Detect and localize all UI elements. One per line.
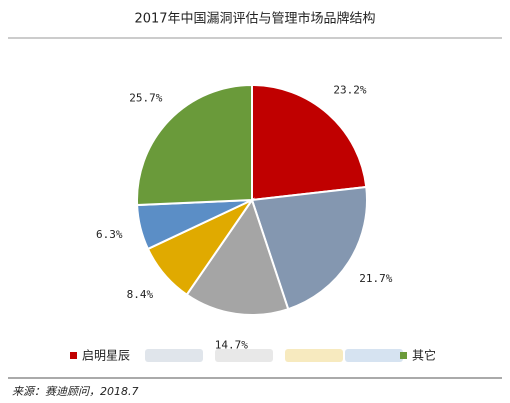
chart-title: 2017年中国漏洞评估与管理市场品牌结构 xyxy=(134,11,375,27)
data-label: 8.4% xyxy=(127,288,154,301)
legend-blurred xyxy=(215,349,273,362)
pie-slice xyxy=(250,185,368,311)
data-label: 23.2% xyxy=(333,83,366,96)
data-label: 21.7% xyxy=(359,272,392,285)
pie-slice xyxy=(251,83,368,202)
legend-swatch xyxy=(400,352,407,359)
legend-label: 启明星辰 xyxy=(82,349,130,363)
legend-label: 其它 xyxy=(412,348,436,363)
legend-blurred xyxy=(345,349,403,362)
pie-slice xyxy=(185,197,290,316)
legend-blurred xyxy=(285,349,343,362)
legend-blurred xyxy=(145,349,203,362)
data-label: 25.7% xyxy=(129,91,162,104)
legend-swatch xyxy=(70,352,77,359)
pie-slice xyxy=(136,83,253,207)
data-label: 14.7% xyxy=(215,339,248,352)
data-label: 6.3% xyxy=(96,228,123,241)
source-note: 来源：赛迪顾问，2018.7 xyxy=(12,385,139,398)
